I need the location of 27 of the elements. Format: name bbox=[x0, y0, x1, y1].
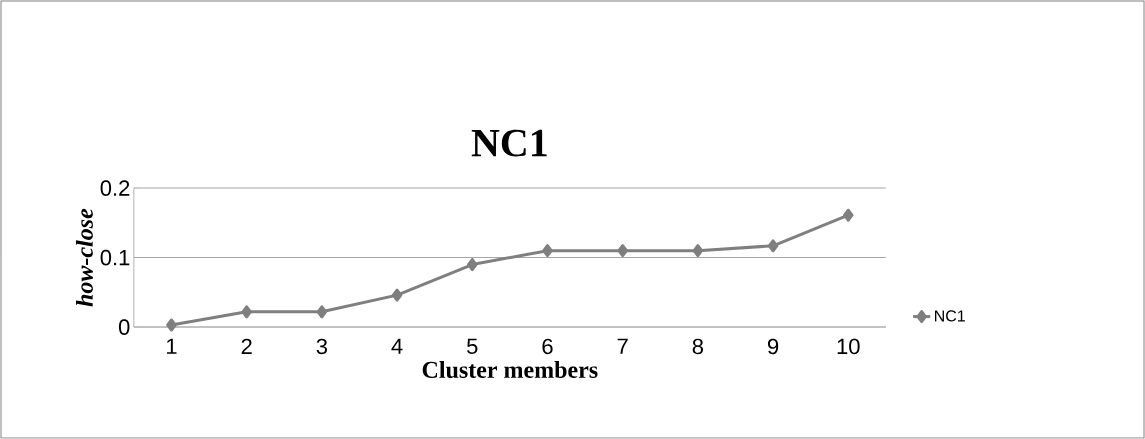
x-tick-label: 8 bbox=[692, 338, 704, 355]
x-tick-label: 4 bbox=[391, 338, 403, 354]
y-tick-label: 0.2 bbox=[100, 180, 130, 196]
point bbox=[692, 244, 704, 258]
x-tick-label: 6 bbox=[542, 338, 553, 355]
point bbox=[316, 305, 328, 319]
point bbox=[241, 305, 252, 319]
point bbox=[617, 244, 628, 258]
y-tick-label: 0.1 bbox=[100, 249, 130, 266]
x-tick-label: 1 bbox=[167, 338, 177, 354]
x-tick-label: 3 bbox=[316, 338, 328, 355]
point bbox=[467, 258, 478, 272]
x-tick-label: 7 bbox=[617, 338, 628, 354]
x-tick-label: 2 bbox=[241, 338, 252, 354]
chart-title: NC1 bbox=[471, 129, 547, 157]
x-tick-label: 10 bbox=[837, 338, 860, 355]
y-axis-title: how-close bbox=[75, 208, 93, 307]
x-axis-title: Cluster members bbox=[422, 361, 598, 379]
y-tick-label: 0 bbox=[118, 319, 130, 335]
point bbox=[542, 244, 553, 258]
x-tick-label: 9 bbox=[767, 338, 779, 355]
point bbox=[391, 288, 403, 302]
point bbox=[767, 239, 779, 253]
x-tick-label: 5 bbox=[467, 338, 478, 354]
legend-label: NC1 bbox=[935, 310, 965, 322]
point bbox=[843, 208, 854, 222]
point bbox=[166, 318, 177, 332]
